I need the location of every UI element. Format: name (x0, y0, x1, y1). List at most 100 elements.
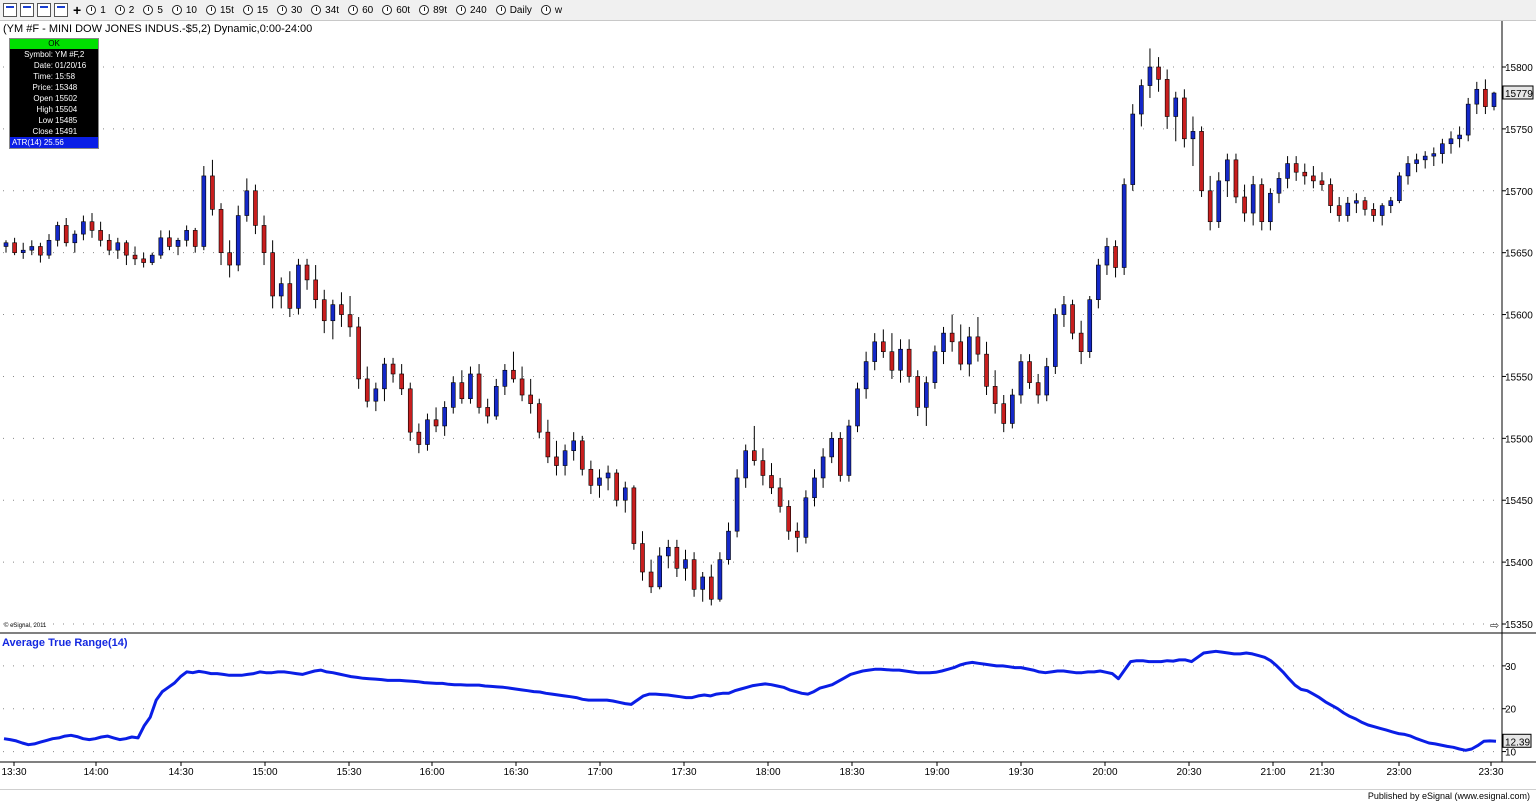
candle-body (545, 431, 551, 458)
candle (459, 370, 465, 404)
candle-body (932, 351, 938, 383)
interval-button-240[interactable]: 240 (456, 5, 487, 16)
candle-body (1190, 131, 1196, 140)
price-tick-label: 15500 (1505, 434, 1533, 445)
candle-body (1431, 153, 1437, 157)
candle-body (459, 382, 465, 400)
candle (743, 444, 748, 488)
time-tick-label: 14:00 (83, 767, 108, 778)
candle-body (915, 376, 921, 408)
toolbar: + 1 2 5 10 15t 15 30 34t 60 60t 89t 240 Daily w (0, 0, 1536, 21)
page-icon[interactable] (20, 3, 34, 17)
candle-body (1121, 184, 1127, 268)
atr-tick-label: 30 (1505, 662, 1517, 673)
interval-button-15t[interactable]: 15t (206, 5, 234, 16)
candle (1293, 156, 1299, 181)
candle-body (38, 246, 43, 256)
candle-body (579, 440, 585, 470)
candle (1078, 320, 1084, 365)
candle (158, 230, 164, 259)
candle (72, 230, 78, 253)
candle (967, 326, 972, 377)
candle-body (588, 468, 594, 486)
candle (1457, 126, 1462, 148)
candle-body (984, 353, 989, 387)
candle (244, 178, 250, 222)
candle (1018, 354, 1024, 404)
candle (1190, 116, 1196, 167)
candle (89, 213, 95, 238)
candle-body (1276, 178, 1282, 194)
candle-body (253, 190, 258, 226)
candle-body (373, 388, 379, 402)
candle-body (648, 571, 654, 588)
candle (1414, 153, 1419, 173)
candle (648, 559, 654, 594)
last-price-box (1502, 85, 1534, 100)
candle-body (898, 348, 903, 371)
time-tick-label: 20:30 (1176, 767, 1201, 778)
candle (3, 240, 9, 253)
candle (1130, 104, 1136, 191)
price-chart[interactable]: 15800 15750 15700 15650 15600 15550 15500 15450… (0, 21, 1536, 789)
copyright-text: © eSignal, 2011 (4, 623, 47, 629)
candle-body (201, 175, 207, 247)
candle (734, 469, 740, 538)
candle-body (1474, 88, 1480, 105)
candle-body (141, 258, 146, 263)
time-tick-label: 13:30 (1, 767, 26, 778)
candle-body (734, 477, 740, 532)
candle (132, 246, 138, 266)
chart-icon[interactable] (3, 3, 17, 17)
interval-label: 34t (325, 4, 340, 16)
candle-body (906, 348, 912, 377)
copy-icon[interactable] (37, 3, 51, 17)
plus-icon[interactable]: + (73, 2, 82, 18)
candle (1121, 178, 1127, 275)
interval-label: 240 (470, 4, 487, 16)
candle-body (700, 576, 705, 590)
candle-body (829, 438, 835, 458)
candle (425, 413, 430, 451)
candle-body (691, 559, 697, 590)
candle-body (244, 190, 250, 216)
interval-button-30[interactable]: 30 (277, 5, 302, 16)
interval-button-60t[interactable]: 60t (382, 5, 410, 16)
scroll-right-icon[interactable]: ⇨ (1490, 620, 1500, 632)
interval-button-60[interactable]: 60 (348, 5, 373, 16)
candle-body (1130, 113, 1136, 185)
candle-body (1156, 66, 1161, 80)
interval-button-2[interactable]: 2 (114, 5, 134, 16)
layout-icon[interactable] (54, 3, 68, 17)
candle-body (304, 264, 310, 281)
candle (924, 376, 929, 426)
candle (752, 425, 757, 466)
clock-icon (114, 5, 125, 15)
clock-icon (456, 5, 466, 15)
candle-body (881, 341, 886, 352)
candle (588, 460, 594, 495)
candle-body (1354, 200, 1359, 204)
candle-body (967, 336, 972, 365)
candle-body (1440, 143, 1445, 154)
candle-body (889, 351, 895, 371)
time-tick-label: 17:00 (587, 767, 612, 778)
candle-body (777, 487, 783, 507)
candle (545, 419, 551, 464)
time-tick-label: 21:00 (1260, 767, 1285, 778)
interval-button-1[interactable]: 1 (86, 5, 106, 16)
interval-button-15[interactable]: 15 (242, 5, 268, 16)
interval-button-daily[interactable]: Daily (495, 5, 532, 16)
candle-body (1293, 163, 1299, 173)
interval-button-w[interactable]: w (540, 5, 562, 16)
interval-button-10[interactable]: 10 (171, 5, 197, 16)
candle-body (640, 543, 645, 573)
candle-body (1491, 92, 1497, 107)
interval-button-89t[interactable]: 89t (419, 5, 447, 16)
interval-button-5[interactable]: 5 (143, 5, 163, 16)
data-box-status[interactable]: OK (10, 39, 98, 49)
candle-body (46, 239, 52, 256)
candle (975, 317, 981, 362)
candle (1061, 295, 1067, 327)
interval-button-34t[interactable]: 34t (311, 5, 339, 16)
